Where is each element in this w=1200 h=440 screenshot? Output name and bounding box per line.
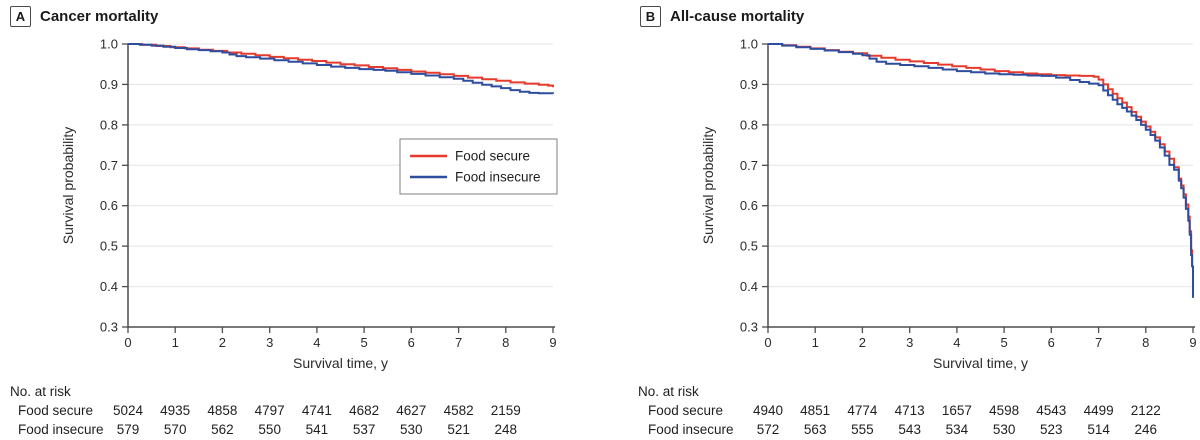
risk-row-label: Food secure <box>648 403 724 418</box>
risk-value: 537 <box>352 422 376 437</box>
y-tick-label: 0.7 <box>740 158 758 173</box>
risk-value: 2159 <box>490 403 521 418</box>
x-tick-label: 3 <box>906 335 913 350</box>
survival-curve-food-insecure <box>768 43 1194 298</box>
y-tick-label: 1.0 <box>740 37 758 52</box>
y-tick-label: 0.3 <box>100 320 118 335</box>
y-tick-label: 0.5 <box>100 239 118 254</box>
y-tick-label: 0.4 <box>100 279 118 294</box>
x-tick-label: 7 <box>1095 335 1102 350</box>
risk-value: 4797 <box>254 403 285 418</box>
risk-table-title: No. at risk <box>10 384 71 399</box>
risk-value: 579 <box>116 422 140 437</box>
panel-all-cause-mortality: B All-cause mortality 1.0 0.9 0.8 0.7 0.6 0.5… <box>600 0 1200 440</box>
x-axis-title: Survival time, y <box>293 355 388 371</box>
legend-box <box>399 138 558 195</box>
risk-value: 4627 <box>396 403 427 418</box>
panel-a-header: A Cancer mortality <box>10 6 158 27</box>
risk-row-label: Food secure <box>18 403 94 418</box>
survival-curve-food-insecure <box>128 43 554 95</box>
y-tick-label: 0.8 <box>740 117 758 132</box>
risk-value: 4851 <box>800 403 831 418</box>
x-tick-label: 8 <box>1142 335 1149 350</box>
x-tick-label: 1 <box>172 335 179 350</box>
risk-value: 572 <box>756 422 780 437</box>
panel-b-title: All-cause mortality <box>670 8 805 25</box>
y-tick-label: 0.9 <box>740 77 758 92</box>
x-tick-label: 1 <box>812 335 819 350</box>
risk-value: 4935 <box>160 403 191 418</box>
risk-value: 563 <box>803 422 827 437</box>
x-tick-label: 5 <box>360 335 367 350</box>
risk-value: 530 <box>992 422 1016 437</box>
panel-cancer-mortality: A Cancer mortality 1.0 0.9 0.8 0.7 0.6 0.5 0.4… <box>10 6 558 437</box>
risk-value: 4582 <box>443 403 474 418</box>
x-tick-label: 5 <box>1000 335 1007 350</box>
risk-value: 4598 <box>989 403 1020 418</box>
risk-value: 4774 <box>847 403 878 418</box>
risk-value: 4858 <box>207 403 238 418</box>
y-tick-label: 0.6 <box>740 198 758 213</box>
x-tick-label: 6 <box>408 335 415 350</box>
x-tick-label: 6 <box>1048 335 1055 350</box>
risk-value: 541 <box>305 422 329 437</box>
risk-value: 570 <box>163 422 187 437</box>
x-tick-label: 2 <box>859 335 866 350</box>
y-axis-title: Survival probability <box>60 127 76 245</box>
risk-value: 4682 <box>349 403 380 418</box>
risk-value: 534 <box>945 422 969 437</box>
risk-table-title: No. at risk <box>638 384 699 399</box>
x-tick-label: 4 <box>313 335 320 350</box>
legend-label: Food insecure <box>455 170 541 185</box>
risk-value: 4499 <box>1083 403 1114 418</box>
x-tick-label: 0 <box>124 335 131 350</box>
y-tick-label: 0.4 <box>740 279 758 294</box>
risk-value: 4543 <box>1036 403 1067 418</box>
risk-value: 1657 <box>941 403 972 418</box>
panel-b-header: B All-cause mortality <box>640 6 804 27</box>
risk-value: 246 <box>1134 422 1158 437</box>
risk-value: 514 <box>1087 422 1110 437</box>
x-tick-label: 4 <box>953 335 960 350</box>
risk-value: 530 <box>400 422 423 437</box>
panel-a-label-badge: A <box>10 6 31 27</box>
risk-value: 555 <box>851 422 874 437</box>
x-axis-title: Survival time, y <box>933 355 1028 371</box>
risk-row-label: Food insecure <box>18 422 104 437</box>
y-tick-label: 0.6 <box>100 198 118 213</box>
x-tick-label: 9 <box>1189 335 1196 350</box>
cancer-mortality-plot: 1.0 0.9 0.8 0.7 0.6 0.5 0.4 0.3 0 1 2 3 4 5 6 7 8 9 Surviv… <box>60 37 558 371</box>
y-tick-label: 1.0 <box>100 37 118 52</box>
y-tick-label: 0.9 <box>100 77 118 92</box>
x-tick-label: 3 <box>266 335 273 350</box>
x-tick-label: 2 <box>219 335 226 350</box>
y-tick-label: 0.5 <box>740 239 758 254</box>
x-tick-label: 9 <box>549 335 556 350</box>
risk-value: 5024 <box>112 403 144 418</box>
risk-value: 521 <box>447 422 470 437</box>
risk-value: 543 <box>898 422 921 437</box>
panel-b-label-badge: B <box>640 6 661 27</box>
x-tick-label: 7 <box>455 335 462 350</box>
x-tick-label: 0 <box>764 335 771 350</box>
risk-value: 562 <box>211 422 234 437</box>
panel-a-title: Cancer mortality <box>40 8 159 25</box>
risk-value: 4741 <box>301 403 332 418</box>
y-tick-label: 0.3 <box>740 320 758 335</box>
y-axis-title: Survival probability <box>700 127 716 245</box>
survival-curve-food-secure <box>768 43 1194 266</box>
risk-value: 2122 <box>1130 403 1161 418</box>
risk-value: 4713 <box>894 403 925 418</box>
risk-value: 4940 <box>752 403 784 418</box>
risk-value: 550 <box>258 422 281 437</box>
y-tick-label: 0.8 <box>100 117 118 132</box>
x-tick-label: 8 <box>502 335 509 350</box>
risk-value: 523 <box>1040 422 1063 437</box>
all-cause-mortality-plot: 1.0 0.9 0.8 0.7 0.6 0.5 0.4 0.3 0 1 2 3 4 5 6 7 8 9 Surviv… <box>700 37 1197 372</box>
risk-row-label: Food insecure <box>648 422 734 437</box>
risk-value: 248 <box>494 422 518 437</box>
y-tick-label: 0.7 <box>100 158 118 173</box>
legend-label: Food secure <box>455 149 530 164</box>
